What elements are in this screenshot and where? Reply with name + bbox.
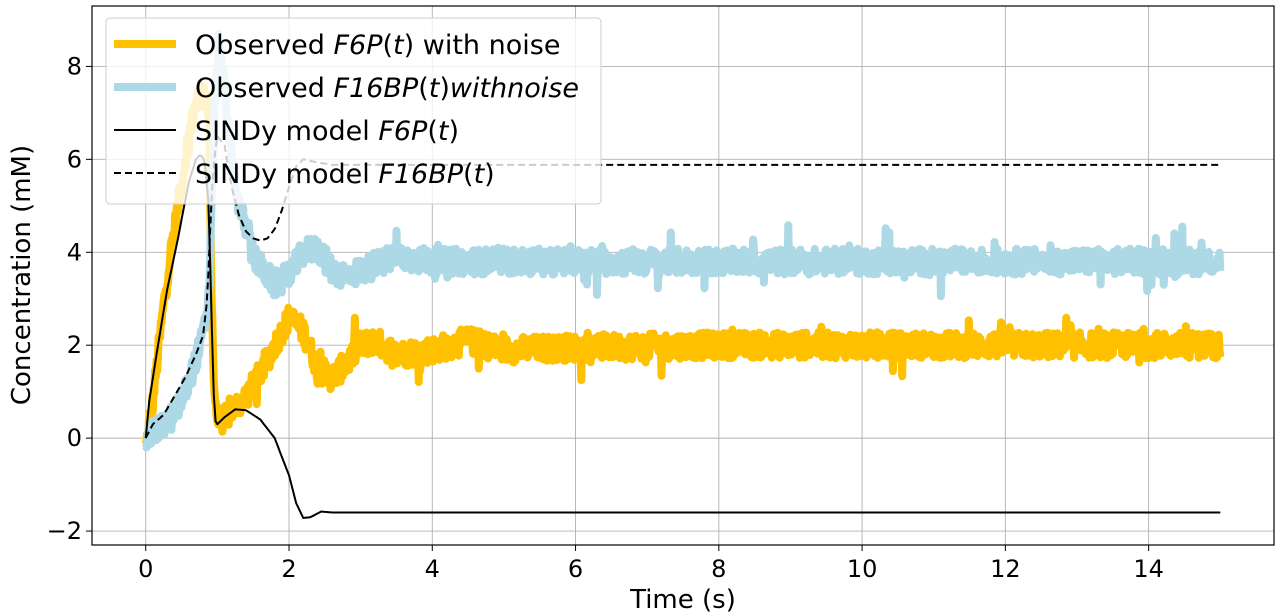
y-tick-label: −2 — [47, 517, 82, 545]
plot-frame — [91, 5, 1275, 546]
legend-label-2: SINDy model F6P(t) — [195, 116, 459, 147]
legend: Observed F6P(t) with noise Observed F16BP… — [105, 17, 602, 205]
y-tick-label: 8 — [67, 52, 82, 80]
y-tick-label: 2 — [67, 331, 82, 359]
y-tick-label: 6 — [67, 145, 82, 173]
x-tick-label: 12 — [990, 555, 1021, 583]
series-line-2 — [144, 154, 1221, 519]
x-tick-label: 8 — [711, 555, 726, 583]
legend-label-1: Observed F16BP(t)withnoise — [195, 73, 579, 104]
legend-label-3: SINDy model F16BP(t) — [195, 159, 495, 190]
x-tick-label: 6 — [568, 555, 583, 583]
series-line-0 — [141, 81, 1225, 446]
x-tick-label: 2 — [281, 555, 296, 583]
series-line-1 — [142, 29, 1225, 452]
x-tick-label: 4 — [425, 555, 440, 583]
x-axis-label: Time (s) — [629, 585, 736, 612]
y-axis-label: Concentration (mM) — [7, 145, 37, 405]
legend-label-0: Observed F6P(t) with noise — [195, 30, 560, 61]
y-tick-label: 0 — [67, 424, 82, 452]
legend-box — [105, 17, 602, 205]
x-tick-label: 14 — [1133, 555, 1164, 583]
x-tick-label: 10 — [847, 555, 878, 583]
y-tick-label: 4 — [67, 238, 82, 266]
ticks: 0 2 4 6 8 10 12 14 −2 0 2 4 6 8 — [47, 52, 1164, 583]
x-tick-label: 0 — [138, 555, 153, 583]
